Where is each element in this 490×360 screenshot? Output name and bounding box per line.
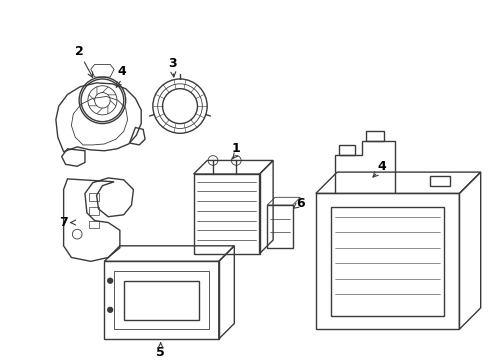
- Text: 2: 2: [75, 45, 83, 58]
- Text: 1: 1: [232, 142, 241, 155]
- Text: 4: 4: [377, 160, 386, 173]
- Circle shape: [108, 307, 113, 312]
- Text: 6: 6: [296, 197, 305, 210]
- Circle shape: [108, 278, 113, 283]
- Text: 3: 3: [168, 57, 176, 70]
- Text: 4: 4: [118, 65, 126, 78]
- Text: 7: 7: [59, 216, 68, 229]
- Text: 5: 5: [156, 346, 165, 359]
